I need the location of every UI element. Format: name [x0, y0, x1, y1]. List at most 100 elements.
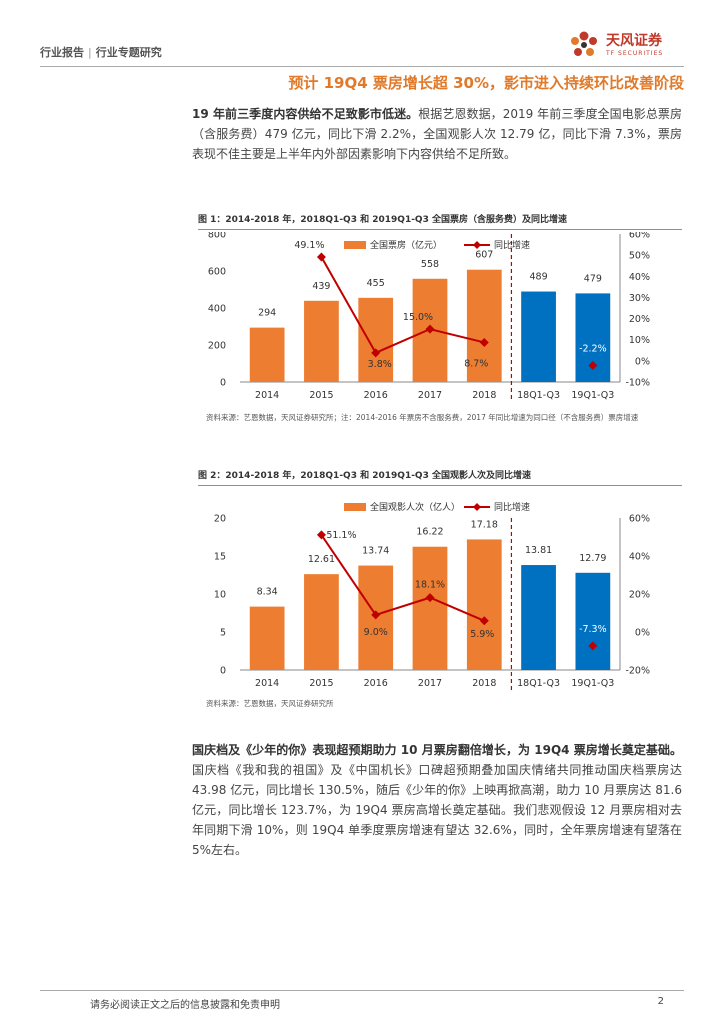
x-axis-tick-label: 2017 — [418, 390, 442, 401]
x-axis-tick-label: 2015 — [309, 390, 333, 401]
header-breadcrumb: 行业报告 | 行业专题研究 — [40, 44, 162, 60]
footer-disclaimer: 请务必阅读正文之后的信息披露和免责申明 — [90, 1000, 280, 1011]
bar-value-label: 13.81 — [525, 545, 552, 556]
chart-bar — [249, 606, 285, 670]
right-axis-tick-label: 20% — [629, 590, 650, 601]
legend-bar-swatch — [344, 503, 366, 511]
left-axis-tick-label: 0 — [220, 666, 226, 677]
left-axis-tick-label: 20 — [214, 514, 226, 525]
left-axis-tick-label: 800 — [208, 232, 226, 241]
chart-bar — [521, 565, 556, 670]
growth-point — [425, 324, 435, 334]
growth-value-label: -2.2% — [579, 344, 607, 355]
left-axis-tick-label: 400 — [208, 304, 226, 315]
right-axis-tick-label: 40% — [629, 552, 650, 563]
x-axis-tick-label: 2017 — [418, 678, 442, 689]
bar-value-label: 13.74 — [362, 546, 389, 557]
chart-bar — [304, 574, 339, 670]
growth-point — [479, 616, 489, 626]
logo-name: 天风证券 — [606, 33, 662, 49]
chart-bar — [575, 572, 611, 670]
figure2-source: 资料来源：艺恩数据，天风证券研究所 — [206, 699, 334, 708]
x-axis-tick-label: 18Q1-Q3 — [517, 678, 560, 689]
growth-value-label: 15.0% — [403, 312, 433, 323]
footer-divider — [40, 990, 684, 991]
bar-value-label: 439 — [312, 281, 330, 292]
right-axis-tick-label: 50% — [629, 251, 650, 262]
right-axis-tick-label: 0% — [635, 356, 650, 367]
figure2-title: 图 2：2014-2018 年，2018Q1-Q3 和 2019Q1-Q3 全国… — [198, 468, 682, 486]
x-axis-tick-label: 2016 — [364, 678, 388, 689]
company-logo: 天风证券 TF SECURITIES — [564, 28, 684, 64]
paragraph-body: 国庆档《我和我的祖国》及《中国机长》口碑超预期叠加国庆情绪共同推动国庆档票房达 … — [192, 763, 682, 857]
bar-value-label: 607 — [475, 250, 493, 261]
paragraph-lead: 19 年前三季度内容供给不足致影市低迷。 — [192, 107, 419, 121]
growth-value-label: 5.9% — [470, 629, 494, 640]
logo-english: TF SECURITIES — [606, 50, 664, 57]
x-axis-tick-label: 2014 — [255, 678, 279, 689]
right-axis-tick-label: 40% — [629, 272, 650, 283]
paragraph-body: 根据艺恩数据，2019 年前三季度全国电影总票房（含服务费）479 亿元，同比下… — [192, 107, 682, 161]
header-separator: | — [88, 46, 92, 59]
chart-bar — [412, 546, 448, 670]
growth-point — [588, 361, 598, 371]
growth-line — [320, 534, 485, 622]
left-axis-tick-label: 600 — [208, 267, 226, 278]
growth-point — [479, 337, 489, 347]
bar-value-label: 479 — [584, 273, 602, 284]
left-axis-tick-label: 0 — [220, 378, 226, 389]
x-axis-tick-label: 2018 — [472, 678, 496, 689]
bar-value-label: 12.61 — [308, 554, 335, 565]
x-axis-tick-label: 2016 — [364, 390, 388, 401]
bar-value-label: 558 — [421, 259, 439, 270]
growth-point — [316, 252, 326, 262]
chart-bar — [249, 327, 285, 382]
right-axis-tick-label: 60% — [629, 232, 650, 241]
bar-value-label: 294 — [258, 308, 276, 319]
figure1-title: 图 1：2014-2018 年，2018Q1-Q3 和 2019Q1-Q3 全国… — [198, 212, 682, 230]
header-category: 行业报告 — [40, 46, 84, 59]
growth-value-label: 18.1% — [415, 580, 445, 591]
growth-point — [425, 593, 435, 603]
left-axis-tick-label: 10 — [214, 590, 226, 601]
legend-bar-label: 全国票房（亿元） — [370, 239, 442, 251]
x-axis-tick-label: 2015 — [309, 678, 333, 689]
bar-value-label: 8.34 — [257, 587, 278, 598]
legend-bar-swatch — [344, 241, 366, 249]
x-axis-tick-label: 18Q1-Q3 — [517, 390, 560, 401]
left-axis-tick-label: 5 — [220, 628, 226, 639]
bar-value-label: 16.22 — [416, 527, 443, 538]
legend-line-label: 同比增速 — [494, 501, 530, 513]
chart-bar — [466, 539, 502, 670]
x-axis-tick-label: 2014 — [255, 390, 279, 401]
growth-point — [316, 530, 326, 540]
growth-value-label: 49.1% — [294, 240, 324, 251]
figure1-chart: 全国票房（亿元） 同比增速0200400600800-10%0%10%20%30%… — [208, 232, 650, 402]
legend-bar-label: 全国观影人次（亿人） — [370, 501, 460, 513]
x-axis-tick-label: 19Q1-Q3 — [571, 390, 614, 401]
growth-value-label: -7.3% — [579, 624, 607, 635]
left-axis-tick-label: 15 — [214, 552, 226, 563]
right-axis-tick-label: 10% — [629, 335, 650, 346]
chart-bar — [304, 300, 339, 382]
legend-line-marker — [473, 503, 481, 511]
paragraph-q4-outlook: 国庆档及《少年的你》表现超预期助力 10 月票房翻倍增长，为 19Q4 票房增长… — [192, 740, 682, 860]
figure1-source: 资料来源：艺恩数据，天风证券研究所；注：2014-2016 年票房不含服务费，2… — [206, 413, 639, 422]
paragraph-box-office-summary: 19 年前三季度内容供给不足致影市低迷。根据艺恩数据，2019 年前三季度全国电… — [192, 104, 682, 164]
x-axis-tick-label: 2018 — [472, 390, 496, 401]
bar-value-label: 489 — [530, 272, 548, 283]
figure2-chart: 全国观影人次（亿人） 同比增速 0 5 10 15 20 -20% 0% 20% 40% 60% 201… — [214, 501, 650, 690]
section-headline: 预计 19Q4 票房增长超 30%，影市进入持续环比改善阶段 — [288, 74, 684, 92]
legend-line-marker — [473, 241, 481, 249]
growth-value-label: 51.1% — [326, 530, 356, 541]
right-axis-tick-label: 0% — [635, 628, 650, 639]
right-axis-tick-label: 60% — [629, 514, 650, 525]
growth-point — [371, 610, 381, 620]
left-axis-tick-label: 200 — [208, 341, 226, 352]
growth-value-label: 9.0% — [364, 627, 388, 638]
right-axis-tick-label: -10% — [625, 378, 650, 389]
growth-point — [371, 348, 381, 358]
paragraph-lead: 国庆档及《少年的你》表现超预期助力 10 月票房翻倍增长，为 19Q4 票房增长… — [192, 743, 682, 757]
page-number: 2 — [657, 996, 664, 1007]
header-divider — [40, 66, 684, 67]
